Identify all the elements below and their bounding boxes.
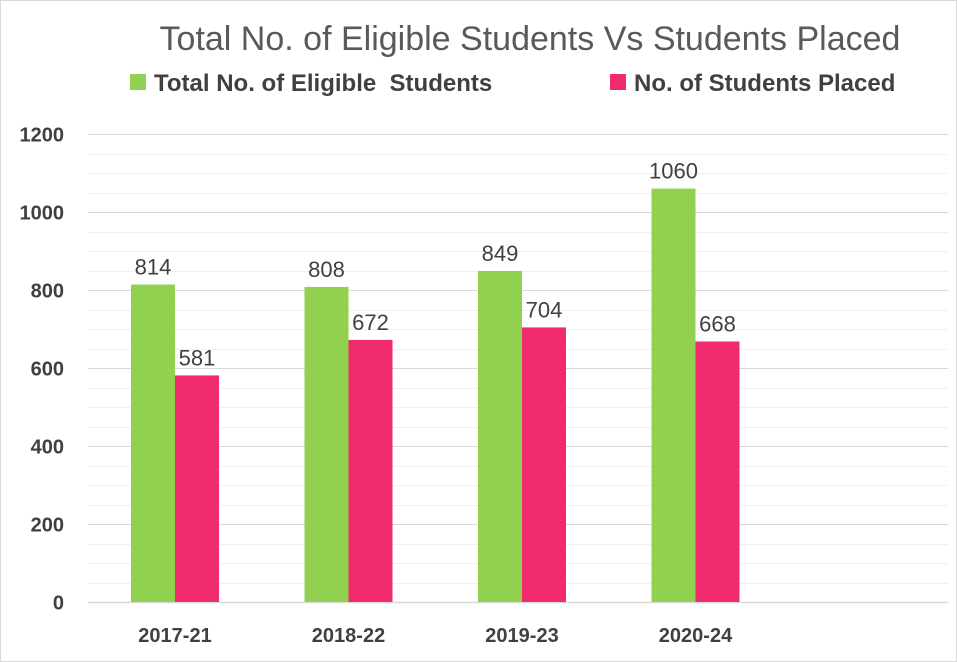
x-tick-label: 2020-24 (659, 625, 733, 647)
legend-label-placed: No. of Students Placed (634, 70, 895, 97)
legend-swatch-placed (610, 74, 626, 90)
y-tick-label: 1200 (20, 125, 65, 147)
y-tick-label: 0 (53, 593, 64, 615)
y-tick-label: 1000 (20, 203, 65, 225)
y-tick-label: 200 (31, 515, 64, 537)
y-tick-label: 400 (31, 437, 64, 459)
data-label-eligible-2020-24: 1060 (649, 159, 698, 184)
legend-label-eligible: Total No. of Eligible Students (154, 70, 492, 97)
bar-eligible-2019-23 (478, 270, 522, 602)
bars (131, 188, 740, 602)
bar-eligible-2020-24 (651, 188, 696, 602)
legend-swatch-eligible (130, 74, 146, 90)
y-axis: 0 200 400 600 800 1000 1200 (20, 125, 65, 615)
bar-eligible-2018-22 (304, 286, 349, 602)
data-label-placed-2020-24: 668 (699, 311, 736, 336)
data-label-eligible-2018-22: 808 (308, 257, 345, 282)
data-labels: 814 581 808 672 849 704 1060 668 (135, 159, 736, 371)
bar-placed-2018-22 (348, 339, 393, 602)
gridlines (88, 134, 948, 604)
data-label-placed-2018-22: 672 (352, 310, 389, 335)
legend: Total No. of Eligible Students No. of St… (130, 70, 895, 97)
bar-placed-2019-23 (522, 327, 566, 602)
data-label-eligible-2019-23: 849 (482, 241, 519, 266)
x-axis: 2017-21 2018-22 2019-23 2020-24 (138, 625, 733, 647)
chart-title: Total No. of Eligible Students Vs Studen… (160, 20, 901, 58)
x-tick-label: 2018-22 (312, 625, 385, 647)
data-label-eligible-2017-21: 814 (135, 255, 172, 280)
x-tick-label: 2017-21 (138, 625, 211, 647)
data-label-placed-2017-21: 581 (179, 345, 216, 370)
bar-eligible-2017-21 (131, 284, 175, 602)
bar-placed-2017-21 (175, 375, 219, 602)
y-tick-label: 600 (31, 359, 64, 381)
y-tick-label: 800 (31, 281, 64, 303)
bar-placed-2020-24 (695, 341, 740, 602)
x-tick-label: 2019-23 (485, 625, 558, 647)
data-label-placed-2019-23: 704 (526, 297, 563, 322)
